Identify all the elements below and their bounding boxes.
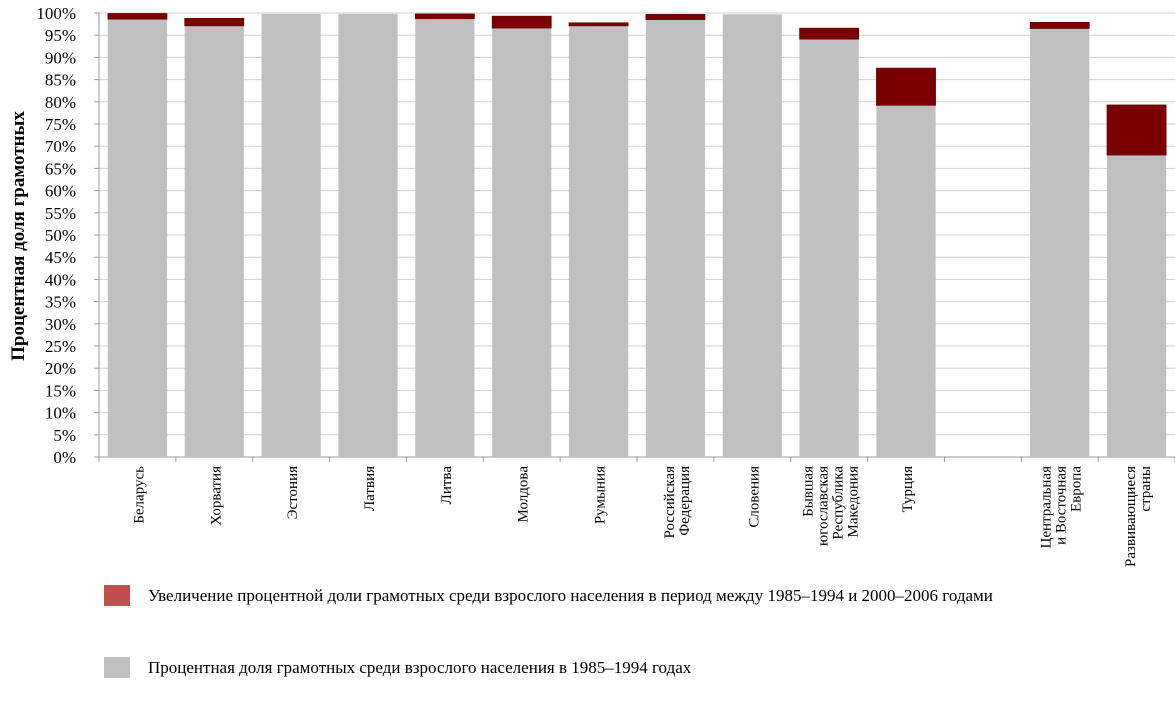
gridlines [94, 12, 1175, 462]
bar-increase [568, 22, 629, 27]
x-tick-labels: Беларусь Хорватия Эстония Латвия Литва Молдов… [131, 466, 1154, 567]
y-tick-labels: 0% 5% 10% 15% 20% 25% 30% 35% 40% 45% 50% 55% 60% 65%… [36, 4, 76, 467]
y-tick-label: 85% [45, 71, 76, 90]
bar-base [568, 25, 629, 457]
bar-increase [1029, 22, 1090, 29]
x-tick-label: Федерация [677, 466, 693, 536]
x-tick-label: Эстония [285, 466, 301, 519]
x-tick-label: Молдова [516, 466, 532, 523]
bar-increase [645, 14, 706, 20]
y-axis-label: Процентная доля грамотных [8, 111, 29, 361]
x-tick-label: и Восточная [1054, 466, 1070, 545]
x-tick-label: Турция [900, 466, 916, 512]
y-tick-label: 90% [45, 48, 76, 67]
x-tick-label: югославская [816, 466, 832, 546]
chart: 0% 5% 10% 15% 20% 25% 30% 35% 40% 45% 50% 55% 60% 65%… [8, 4, 1175, 567]
x-tick-label: Румыния [593, 466, 609, 524]
bar-base [107, 19, 168, 457]
y-tick-label: 40% [45, 270, 76, 289]
y-tick-label: 35% [45, 293, 76, 312]
x-tick-label: Латвия [362, 466, 378, 511]
x-tick-label: Хорватия [208, 466, 224, 526]
bar-base [645, 19, 706, 457]
x-tick-label: страны [1138, 466, 1154, 512]
bar-increase [1106, 104, 1167, 156]
bar-base [1030, 28, 1090, 457]
x-tick-label: Республика [831, 466, 847, 540]
bar-base [876, 105, 936, 458]
x-tick-label: Македония [846, 466, 862, 538]
legend-swatch-increase [104, 585, 130, 606]
bar-base [722, 14, 782, 457]
y-tick-label: 50% [45, 226, 76, 245]
y-tick-label: 20% [45, 359, 76, 378]
bar-base [799, 39, 859, 458]
y-tick-label: 75% [45, 115, 76, 134]
x-tick-label: Центральная [1039, 466, 1055, 549]
y-tick-label: 10% [45, 404, 76, 423]
x-tick-label: Европа [1069, 466, 1085, 512]
x-tick-label: Российская [662, 466, 678, 539]
bars [107, 13, 1167, 458]
x-tick-label: Литва [439, 466, 455, 505]
y-tick-label: 70% [45, 137, 76, 156]
y-tick-label: 30% [45, 315, 76, 334]
y-tick-label: 5% [53, 426, 76, 445]
y-tick-label: 60% [45, 182, 76, 201]
bar-base [415, 18, 475, 457]
y-tick-label: 25% [45, 337, 76, 356]
bar-increase [876, 67, 936, 106]
x-tick-label: Словения [746, 466, 762, 528]
bar-base [338, 13, 398, 457]
bar-increase [414, 13, 475, 20]
bar-base [261, 13, 321, 457]
legend-swatch-base [104, 657, 130, 678]
y-tick-label: 45% [45, 248, 76, 267]
y-tick-label: 15% [45, 381, 76, 400]
y-tick-label: 55% [45, 204, 76, 223]
y-tick-label: 80% [45, 93, 76, 112]
y-tick-label: 95% [45, 26, 76, 45]
x-tick-label: Беларусь [131, 466, 147, 524]
bar-base [1106, 155, 1167, 457]
bar-increase [184, 18, 245, 27]
bar-increase [107, 13, 168, 20]
y-tick-label: 0% [53, 448, 76, 467]
bar-increase [491, 15, 552, 29]
y-tick-label: 100% [36, 4, 76, 23]
bar-base [184, 25, 244, 457]
legend-label-increase: Увеличение процентной доли грамотных сре… [148, 586, 993, 605]
x-tick-label: Развивающиеся [1123, 466, 1139, 567]
legend-label-base: Процентная доля грамотных среди взрослог… [148, 658, 692, 677]
y-tick-label: 65% [45, 159, 76, 178]
bar-increase [799, 27, 860, 40]
bar-base [492, 28, 552, 457]
x-tick-label: Бывшая [801, 466, 817, 517]
